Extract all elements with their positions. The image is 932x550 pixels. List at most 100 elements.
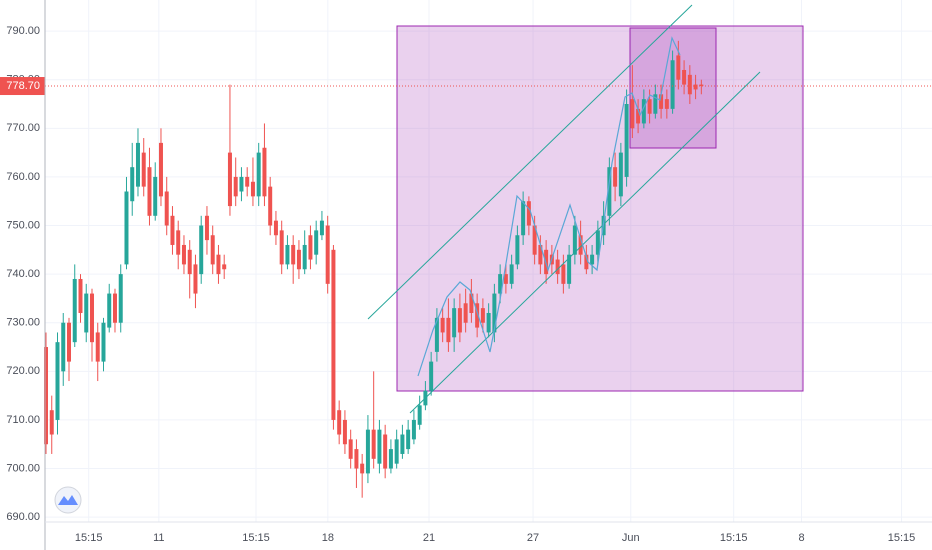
candle-body (89, 293, 94, 343)
candle-body (434, 317, 439, 352)
x-tick-label: 21 (423, 532, 435, 544)
y-tick-label: 710.00 (6, 414, 40, 426)
candle-body (222, 264, 227, 270)
axes: 690.00 700.00 710.00 720.00 730.00 740.00 750.… (0, 25, 932, 544)
candle-body (515, 235, 520, 265)
candle-body (693, 84, 698, 90)
rectangle-drawing[interactable] (396, 25, 804, 392)
candle-body (181, 244, 186, 265)
candle-body (452, 308, 457, 338)
candle-body (66, 322, 71, 362)
logo[interactable] (54, 486, 82, 514)
candle-body (44, 347, 48, 445)
candle-body (325, 225, 330, 284)
candle-body (302, 244, 307, 270)
candle-body (653, 94, 658, 114)
candle-body (354, 449, 359, 469)
x-tick-label: 27 (527, 532, 539, 544)
y-tick-label: 700.00 (6, 462, 40, 474)
candle-body (72, 278, 77, 343)
candle-body (630, 99, 635, 129)
x-tick-label: 15:15 (75, 532, 103, 544)
candle-body (457, 308, 462, 333)
candle-body (342, 419, 347, 445)
candle-body (348, 439, 353, 459)
candle-body (492, 293, 497, 333)
y-tick-label: 760.00 (6, 171, 40, 183)
logo-icon (58, 495, 78, 505)
candle-body (193, 264, 198, 294)
candle-body (55, 342, 60, 420)
candle-body (388, 449, 393, 469)
candle-body (250, 181, 255, 197)
x-tick-label: 18 (322, 532, 334, 544)
candle-body (210, 235, 215, 265)
candle-body (216, 254, 221, 275)
last-price-label: 778.70 (6, 80, 40, 92)
candle-body (360, 463, 365, 474)
candle-body (469, 293, 474, 314)
candle-body (647, 99, 652, 114)
candle-body (262, 147, 267, 197)
candle-body (291, 244, 296, 265)
candle-body (371, 429, 376, 459)
candle-body (337, 410, 342, 435)
candle-body (659, 94, 664, 109)
candle-body (480, 308, 485, 323)
candle-body (486, 313, 491, 333)
candle-body (256, 152, 261, 197)
candle-body (268, 186, 273, 226)
x-tick-label: 8 (798, 532, 804, 544)
candle-body (377, 429, 382, 464)
candle-body (279, 230, 284, 265)
y-tick-label: 740.00 (6, 268, 40, 280)
candle-body (578, 235, 583, 255)
candle-body (532, 225, 537, 255)
candle-body (61, 322, 66, 372)
candle-body (584, 254, 589, 270)
candle-body (204, 215, 209, 241)
candle-body (463, 303, 468, 323)
candle-body (682, 69, 687, 85)
channel-lower[interactable] (409, 71, 761, 414)
path-drawing[interactable] (417, 36, 681, 377)
candles (44, 40, 704, 498)
candle-body (618, 152, 623, 197)
y-tick-label: 720.00 (6, 365, 40, 377)
candle-body (613, 167, 618, 187)
candle-body (687, 74, 692, 95)
candle-body (509, 264, 514, 284)
candle-body (296, 249, 301, 270)
candle-body (406, 429, 411, 450)
candle-body (538, 244, 543, 265)
candle-body (521, 201, 526, 236)
candle-body (676, 55, 681, 80)
candle-body (383, 434, 388, 469)
candle-body (170, 215, 175, 245)
candle-body (670, 60, 675, 109)
x-tick-label: 15:15 (720, 532, 748, 544)
candle-body (187, 249, 192, 275)
candle-body (498, 274, 503, 294)
candle-body (141, 152, 146, 187)
candle-body (112, 293, 117, 323)
candle-body (176, 230, 181, 255)
candle-body (417, 405, 422, 425)
candle-body (365, 429, 370, 474)
candle-body (308, 235, 313, 260)
candle-body (319, 220, 324, 236)
candle-body (503, 274, 508, 284)
candle-body (153, 176, 158, 216)
candle-body (526, 201, 531, 226)
candle-body (124, 191, 129, 265)
candle-body (233, 176, 238, 197)
candle-body (95, 332, 100, 362)
x-tick-label: 11 (153, 532, 164, 544)
channel-upper[interactable] (367, 4, 693, 320)
logo-circle[interactable] (54, 486, 82, 514)
candle-body (158, 142, 163, 197)
y-tick-label: 730.00 (6, 317, 40, 329)
